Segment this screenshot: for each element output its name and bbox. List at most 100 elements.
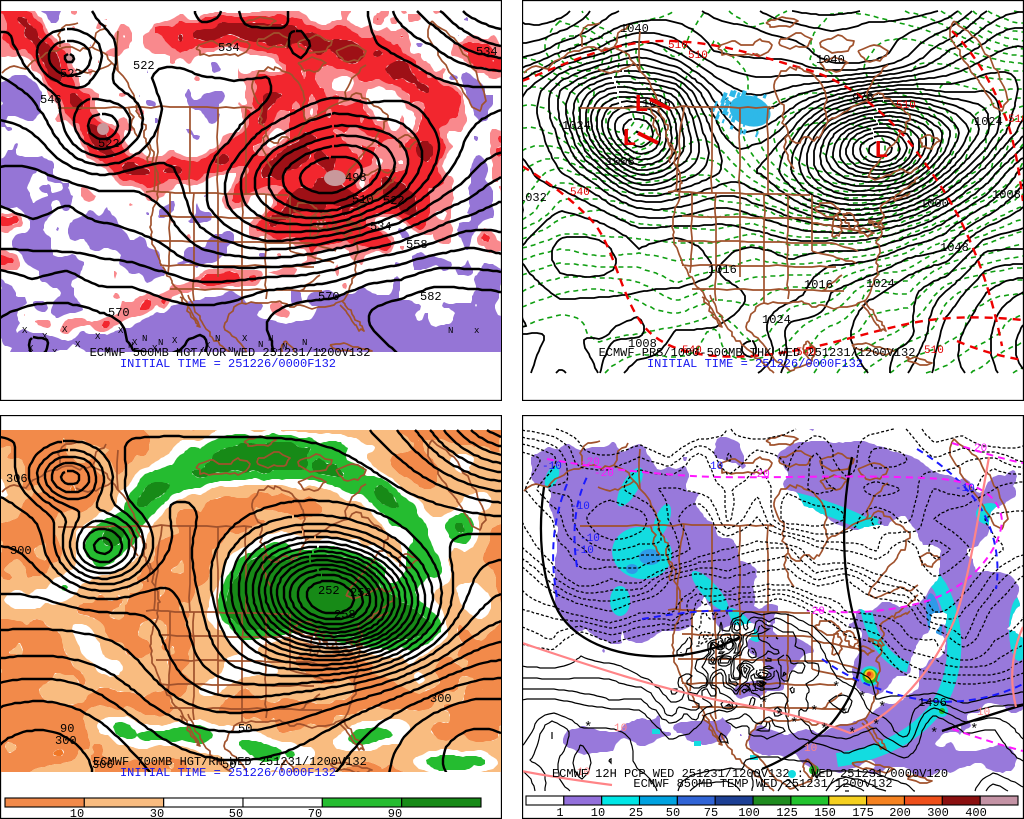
svg-text:30: 30 [150, 807, 164, 819]
svg-text:252: 252 [318, 584, 340, 598]
svg-text:N: N [258, 340, 263, 350]
svg-text:*: * [878, 700, 886, 716]
svg-text:-20: -20 [750, 469, 770, 481]
svg-text:1008: 1008 [628, 337, 657, 351]
svg-text:540: 540 [682, 345, 702, 357]
svg-text:-20: -20 [580, 457, 600, 469]
svg-text:X: X [22, 326, 28, 336]
svg-text:1016: 1016 [708, 263, 737, 277]
svg-text:175: 175 [852, 806, 874, 819]
svg-text:N: N [228, 346, 233, 356]
svg-text:10: 10 [577, 767, 590, 779]
svg-text:10: 10 [70, 807, 84, 819]
svg-text:510: 510 [352, 193, 374, 207]
svg-text:558: 558 [406, 238, 428, 252]
svg-text:-10: -10 [580, 533, 600, 545]
svg-text:522: 522 [98, 137, 120, 151]
svg-text:*: * [840, 706, 848, 722]
svg-text:1048: 1048 [940, 241, 969, 255]
svg-text:*: * [744, 686, 752, 702]
svg-text:10: 10 [614, 723, 627, 735]
svg-text:25: 25 [629, 806, 643, 819]
svg-text:522: 522 [383, 194, 405, 208]
svg-text:498: 498 [345, 171, 367, 185]
svg-text:N: N [158, 338, 163, 348]
svg-text:N: N [200, 348, 205, 358]
svg-text:*: * [820, 722, 828, 738]
svg-text:*: * [584, 720, 592, 736]
svg-text:1024: 1024 [762, 313, 791, 327]
svg-text:N: N [128, 341, 133, 351]
svg-text:300: 300 [927, 806, 949, 819]
svg-text:N: N [318, 348, 323, 358]
svg-text:50: 50 [222, 758, 236, 772]
svg-text:10: 10 [804, 743, 817, 755]
svg-text:1496: 1496 [918, 696, 947, 710]
svg-text:N: N [272, 348, 277, 358]
svg-text:X: X [62, 325, 68, 335]
svg-text:X: X [188, 348, 194, 358]
svg-text:X: X [52, 348, 58, 358]
svg-text:10: 10 [977, 707, 990, 719]
svg-text:510: 510 [1008, 114, 1024, 126]
svg-text:100: 100 [738, 806, 760, 819]
svg-text:-20: -20 [594, 468, 614, 480]
svg-text:-10: -10 [542, 461, 562, 473]
svg-text:N: N [142, 334, 147, 344]
svg-text:*: * [872, 718, 880, 734]
svg-text:510: 510 [924, 345, 944, 357]
svg-text:ECMWF 500MB HGT/VOR WED 251231: ECMWF 500MB HGT/VOR WED 251231/1200V132 [90, 346, 371, 360]
svg-text:510: 510 [896, 100, 916, 112]
svg-text:300: 300 [430, 692, 452, 706]
svg-text:-10: -10 [955, 483, 975, 495]
svg-text:1032: 1032 [522, 191, 547, 205]
svg-text:510: 510 [688, 50, 708, 62]
svg-text:300: 300 [55, 734, 77, 748]
svg-text:1040: 1040 [620, 22, 649, 36]
svg-text:1: 1 [556, 806, 563, 819]
svg-text:510: 510 [668, 40, 688, 52]
svg-text:ECMWF 700MB HGT/RH WED 251231/: ECMWF 700MB HGT/RH WED 251231/1200V132 [93, 755, 367, 769]
svg-text:N: N [302, 338, 307, 348]
svg-text:L: L [634, 92, 648, 119]
svg-text:X: X [42, 332, 48, 342]
svg-text:INITIAL TIME = 251226/0000F132: INITIAL TIME = 251226/0000F132 [120, 766, 336, 780]
svg-text:X: X [28, 344, 34, 354]
svg-text:400: 400 [965, 806, 987, 819]
svg-text:306: 306 [92, 758, 114, 772]
svg-text:20: 20 [974, 443, 987, 455]
svg-text:*: * [930, 726, 938, 742]
svg-text:534: 534 [476, 45, 498, 59]
svg-text:X: X [118, 326, 124, 336]
svg-text:582: 582 [420, 290, 442, 304]
svg-text:125: 125 [776, 806, 798, 819]
svg-text:N: N [215, 334, 220, 344]
svg-text:-20: -20 [805, 606, 825, 618]
svg-text:252: 252 [350, 586, 372, 600]
svg-text:*: * [848, 726, 856, 742]
svg-text:522: 522 [60, 67, 82, 81]
svg-text:1040: 1040 [816, 53, 845, 67]
svg-text:*: * [970, 722, 978, 738]
svg-text:X: X [75, 340, 81, 350]
svg-text:570: 570 [108, 306, 130, 320]
svg-text:1024: 1024 [866, 277, 895, 291]
svg-text:540: 540 [570, 187, 590, 199]
svg-text:X: X [132, 338, 138, 348]
svg-text:150: 150 [814, 806, 836, 819]
svg-text:1000: 1000 [920, 197, 949, 211]
svg-text:1008: 1008 [606, 155, 635, 169]
svg-text:50: 50 [229, 807, 243, 819]
svg-text:90: 90 [60, 722, 74, 736]
svg-text:*: * [775, 708, 783, 724]
svg-text:313: 313 [744, 681, 766, 695]
svg-text:N: N [448, 326, 453, 336]
svg-text:ECMWF 12H PCP WED 251231/1200V: ECMWF 12H PCP WED 251231/1200V132 : WED … [552, 767, 948, 781]
svg-text:75: 75 [704, 806, 718, 819]
svg-text:976: 976 [852, 91, 874, 105]
svg-text:ECMWF 850MB TEMP WED 251231/12: ECMWF 850MB TEMP WED 251231/1200V132 [633, 777, 892, 791]
svg-text:*: * [858, 690, 866, 706]
svg-text:10: 10 [591, 806, 605, 819]
svg-text:50: 50 [666, 806, 680, 819]
svg-text:1024: 1024 [562, 119, 591, 133]
